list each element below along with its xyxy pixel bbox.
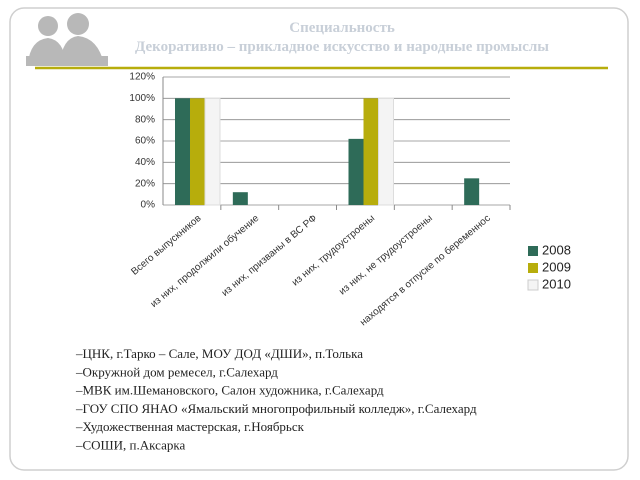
legend-swatch [528,263,538,273]
bar [232,192,248,205]
chart-title: Специальность [289,20,395,36]
bar [204,97,221,206]
y-tick-label: 60% [135,136,155,147]
note-line: –Художественная мастерская, г.Ноябрьск [75,419,305,434]
people-icon [26,13,108,66]
legend-swatch [527,279,539,291]
y-tick-label: 80% [135,114,155,125]
legend-label: 2010 [542,276,571,291]
bar [363,98,379,205]
note-line: –ГОУ СПО ЯНАО «Ямальский многопрофильный… [75,401,477,416]
y-tick-label: 40% [135,157,155,168]
slide-frame [9,7,629,471]
bar [348,138,364,205]
y-tick-label: 0% [141,200,156,211]
bar [378,97,394,206]
chart-subtitle: Декоративно – прикладное искусство и нар… [135,39,549,55]
legend-swatch [528,246,538,256]
note-line: –СОШИ, п.Аксарка [75,437,185,452]
legend-label: 2009 [542,259,571,274]
note-line: –МВК им.Шемановского, Салон художника, г… [75,383,384,398]
note-line: –Окружной дом ремесел, г.Салехард [75,364,278,379]
y-tick-label: 20% [135,178,155,189]
legend-label: 2008 [542,242,571,257]
y-tick-label: 100% [129,93,155,104]
y-tick-label: 120% [129,72,155,83]
note-line: –ЦНК, г.Тарко – Сале, МОУ ДОД «ДШИ», п.Т… [75,346,363,361]
bar [175,98,190,205]
bar [464,178,480,205]
bar [190,98,205,205]
